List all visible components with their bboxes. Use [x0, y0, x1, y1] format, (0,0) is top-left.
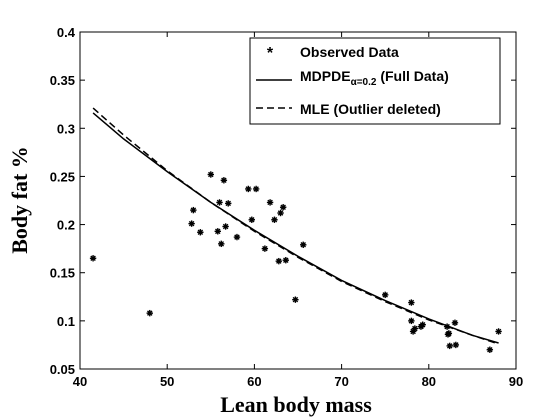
data-point — [266, 199, 274, 206]
y-tick-label: 0.25 — [50, 169, 75, 184]
data-point — [252, 185, 260, 193]
data-point — [146, 309, 153, 317]
x-tick-label: 50 — [160, 374, 174, 389]
y-tick-label: 0.15 — [50, 266, 75, 281]
data-point — [214, 228, 221, 235]
legend-mdpde-main: MDPDE — [300, 68, 351, 84]
plot-area — [79, 31, 517, 370]
data-point — [443, 323, 451, 330]
data-point — [292, 296, 299, 303]
data-point — [419, 321, 426, 328]
data-point — [300, 241, 307, 248]
legend-mdpde-suffix: (Full Data) — [376, 68, 448, 84]
x-axis: 40 50 60 70 80 90 — [73, 32, 523, 389]
data-point — [207, 171, 214, 178]
x-tick-label: 80 — [422, 374, 436, 389]
y-axis: 0.05 0.1 0.15 0.2 0.25 0.3 0.35 0.4 — [50, 25, 516, 377]
y-tick-label: 0.1 — [57, 314, 75, 329]
legend-label-mdpde: MDPDEα=0.2 (Full Data) — [300, 68, 449, 88]
data-point — [248, 216, 255, 223]
data-point — [89, 255, 97, 262]
y-tick-label: 0.35 — [50, 73, 75, 88]
data-point — [452, 341, 460, 349]
data-point — [197, 229, 204, 236]
observed-points — [89, 171, 502, 353]
legend-mdpde-subscript: α=0.2 — [351, 77, 377, 88]
legend: * Observed Data MDPDEα=0.2 (Full Data) M… — [249, 37, 501, 125]
data-point — [408, 317, 415, 325]
x-tick-label: 90 — [509, 374, 523, 389]
x-axis-title: Lean body mass — [220, 392, 372, 417]
data-point — [446, 342, 453, 350]
mle-curve — [92, 107, 499, 345]
y-tick-label: 0.05 — [50, 362, 75, 377]
legend-label-observed: Observed Data — [300, 44, 399, 60]
fitted-curves — [92, 107, 499, 345]
y-tick-label: 0.3 — [57, 121, 75, 136]
data-point — [279, 204, 287, 211]
data-point — [188, 220, 195, 227]
y-tick-label: 0.4 — [57, 25, 76, 40]
data-point — [486, 346, 494, 353]
y-tick-label: 0.2 — [57, 218, 75, 233]
data-point — [451, 319, 459, 326]
legend-box — [249, 37, 501, 125]
mdpde-curve — [92, 112, 499, 344]
data-point — [261, 245, 269, 252]
data-point — [225, 200, 232, 207]
data-point — [277, 209, 284, 217]
data-point — [271, 216, 278, 223]
plot-frame — [79, 31, 517, 370]
legend-label-mle: MLE (Outlier deleted) — [300, 101, 441, 117]
data-point — [190, 206, 197, 214]
data-point — [216, 199, 223, 206]
x-tick-label: 40 — [73, 374, 87, 389]
data-point — [282, 256, 289, 264]
data-point — [233, 233, 241, 241]
data-point — [275, 257, 283, 265]
data-point — [495, 328, 502, 335]
data-point — [245, 185, 252, 193]
data-point — [411, 325, 419, 332]
data-point — [218, 240, 225, 248]
data-point — [382, 291, 389, 299]
legend-marker-star: * — [267, 45, 274, 62]
y-axis-title: Body fat % — [7, 146, 32, 254]
data-point — [222, 223, 229, 230]
data-point — [445, 330, 453, 337]
data-point — [408, 299, 415, 306]
x-tick-label: 60 — [247, 374, 261, 389]
x-tick-label: 70 — [334, 374, 348, 389]
data-point — [220, 177, 228, 184]
